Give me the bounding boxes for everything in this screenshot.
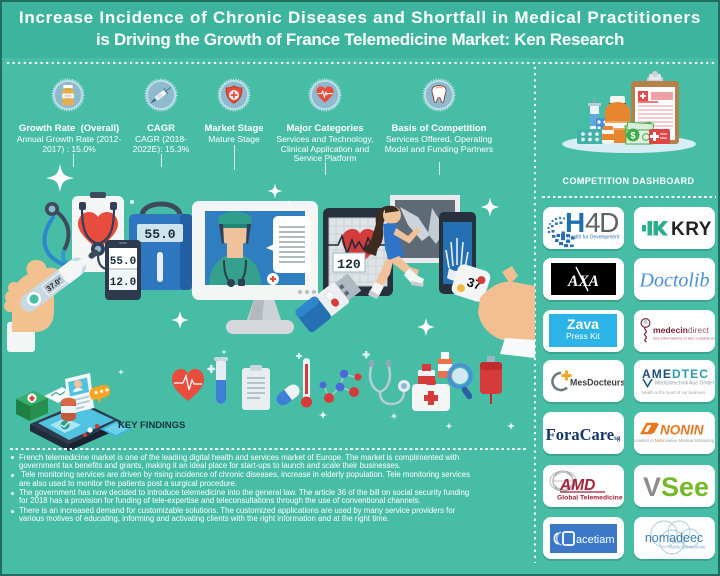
svg-text:KRY: KRY [671,219,712,240]
svg-text:acetiam: acetiam [576,534,615,546]
svg-text:AMEDTEC: AMEDTEC [642,367,709,381]
svg-text:Health is the heart of our bus: Health is the heart of our business. [642,390,707,395]
svg-text:Global Telemedicine: Global Telemedicine [557,495,623,502]
svg-text:55.0: 55.0 [144,227,175,242]
svg-text:nomadeec: nomadeec [645,531,703,545]
svg-text:4D: 4D [585,207,618,238]
svg-text:Leaders in Noninvasive Medical: Leaders in Noninvasive Medical Monitorin… [634,438,715,443]
svg-text:Doctolib: Doctolib [639,270,710,292]
svg-text:des informations et des consei: des informations et des conseils en lign… [653,336,715,341]
svg-text:medecindirect: medecindirect [653,325,710,335]
svg-text:ForaCaresg: ForaCaresg [546,425,621,444]
svg-text:55.0: 55.0 [110,256,136,268]
svg-text:Medizintechnik Aue GmbH: Medizintechnik Aue GmbH [655,381,714,387]
svg-text:AMD: AMD [559,477,595,494]
svg-text:$: $ [630,131,635,141]
svg-text:VSee: VSee [643,472,709,502]
svg-text:MesDocteurs: MesDocteurs [570,378,624,388]
svg-text:Health for Development: Health for Development [567,234,620,240]
svg-text:Mobile telemedicine: Mobile telemedicine [668,545,706,550]
svg-text:12.0: 12.0 [110,277,136,289]
svg-text:NONIN: NONIN [660,423,704,438]
svg-text:120: 120 [337,257,361,272]
svg-text:H: H [565,207,585,238]
